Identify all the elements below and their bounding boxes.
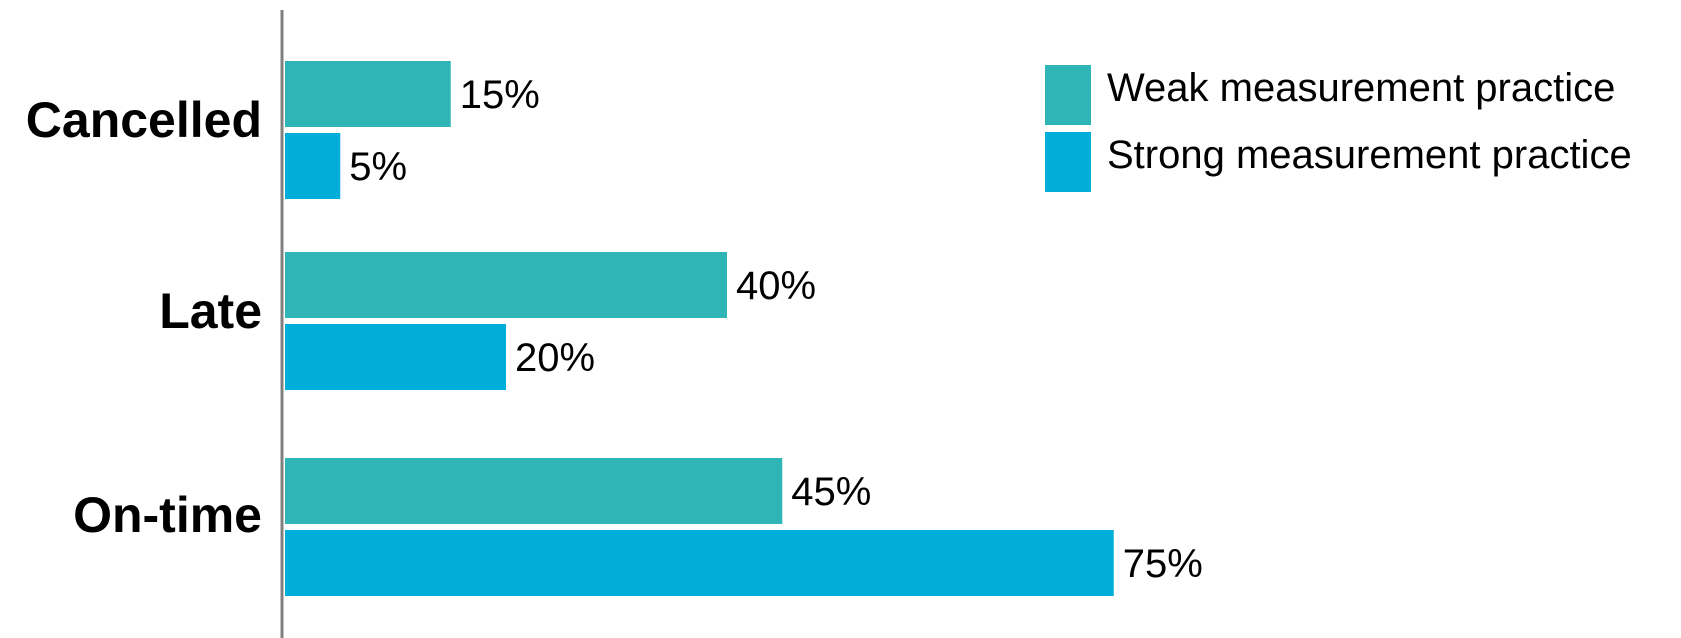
bar-weak-on-time: [285, 458, 783, 524]
bar-strong-late: [285, 324, 506, 390]
category-labels-group: Cancelled Late On-time: [26, 92, 262, 543]
value-labels-group: 15% 5% 40% 20% 45% 75%: [349, 73, 1203, 586]
value-label-weak-cancelled: 15%: [460, 73, 540, 117]
value-label-weak-late: 40%: [736, 264, 816, 308]
bars-group: [285, 61, 1114, 596]
category-label-late: Late: [159, 283, 262, 339]
value-label-strong-late: 20%: [515, 336, 595, 380]
legend-swatch-strong: [1045, 132, 1091, 192]
value-label-strong-on-time: 75%: [1123, 542, 1203, 586]
value-label-weak-on-time: 45%: [791, 470, 871, 514]
value-label-strong-cancelled: 5%: [349, 145, 407, 189]
bar-strong-on-time: [285, 530, 1114, 596]
bar-weak-late: [285, 252, 727, 318]
bar-strong-cancelled: [285, 133, 341, 199]
category-label-on-time: On-time: [73, 487, 262, 543]
legend-label-strong: Strong measurement practice: [1107, 133, 1632, 177]
legend-swatch-weak: [1045, 65, 1091, 125]
category-label-cancelled: Cancelled: [26, 92, 262, 148]
legend: Weak measurement practice Strong measurem…: [1045, 65, 1632, 192]
legend-label-weak: Weak measurement practice: [1107, 66, 1615, 110]
bar-weak-cancelled: [285, 61, 451, 127]
